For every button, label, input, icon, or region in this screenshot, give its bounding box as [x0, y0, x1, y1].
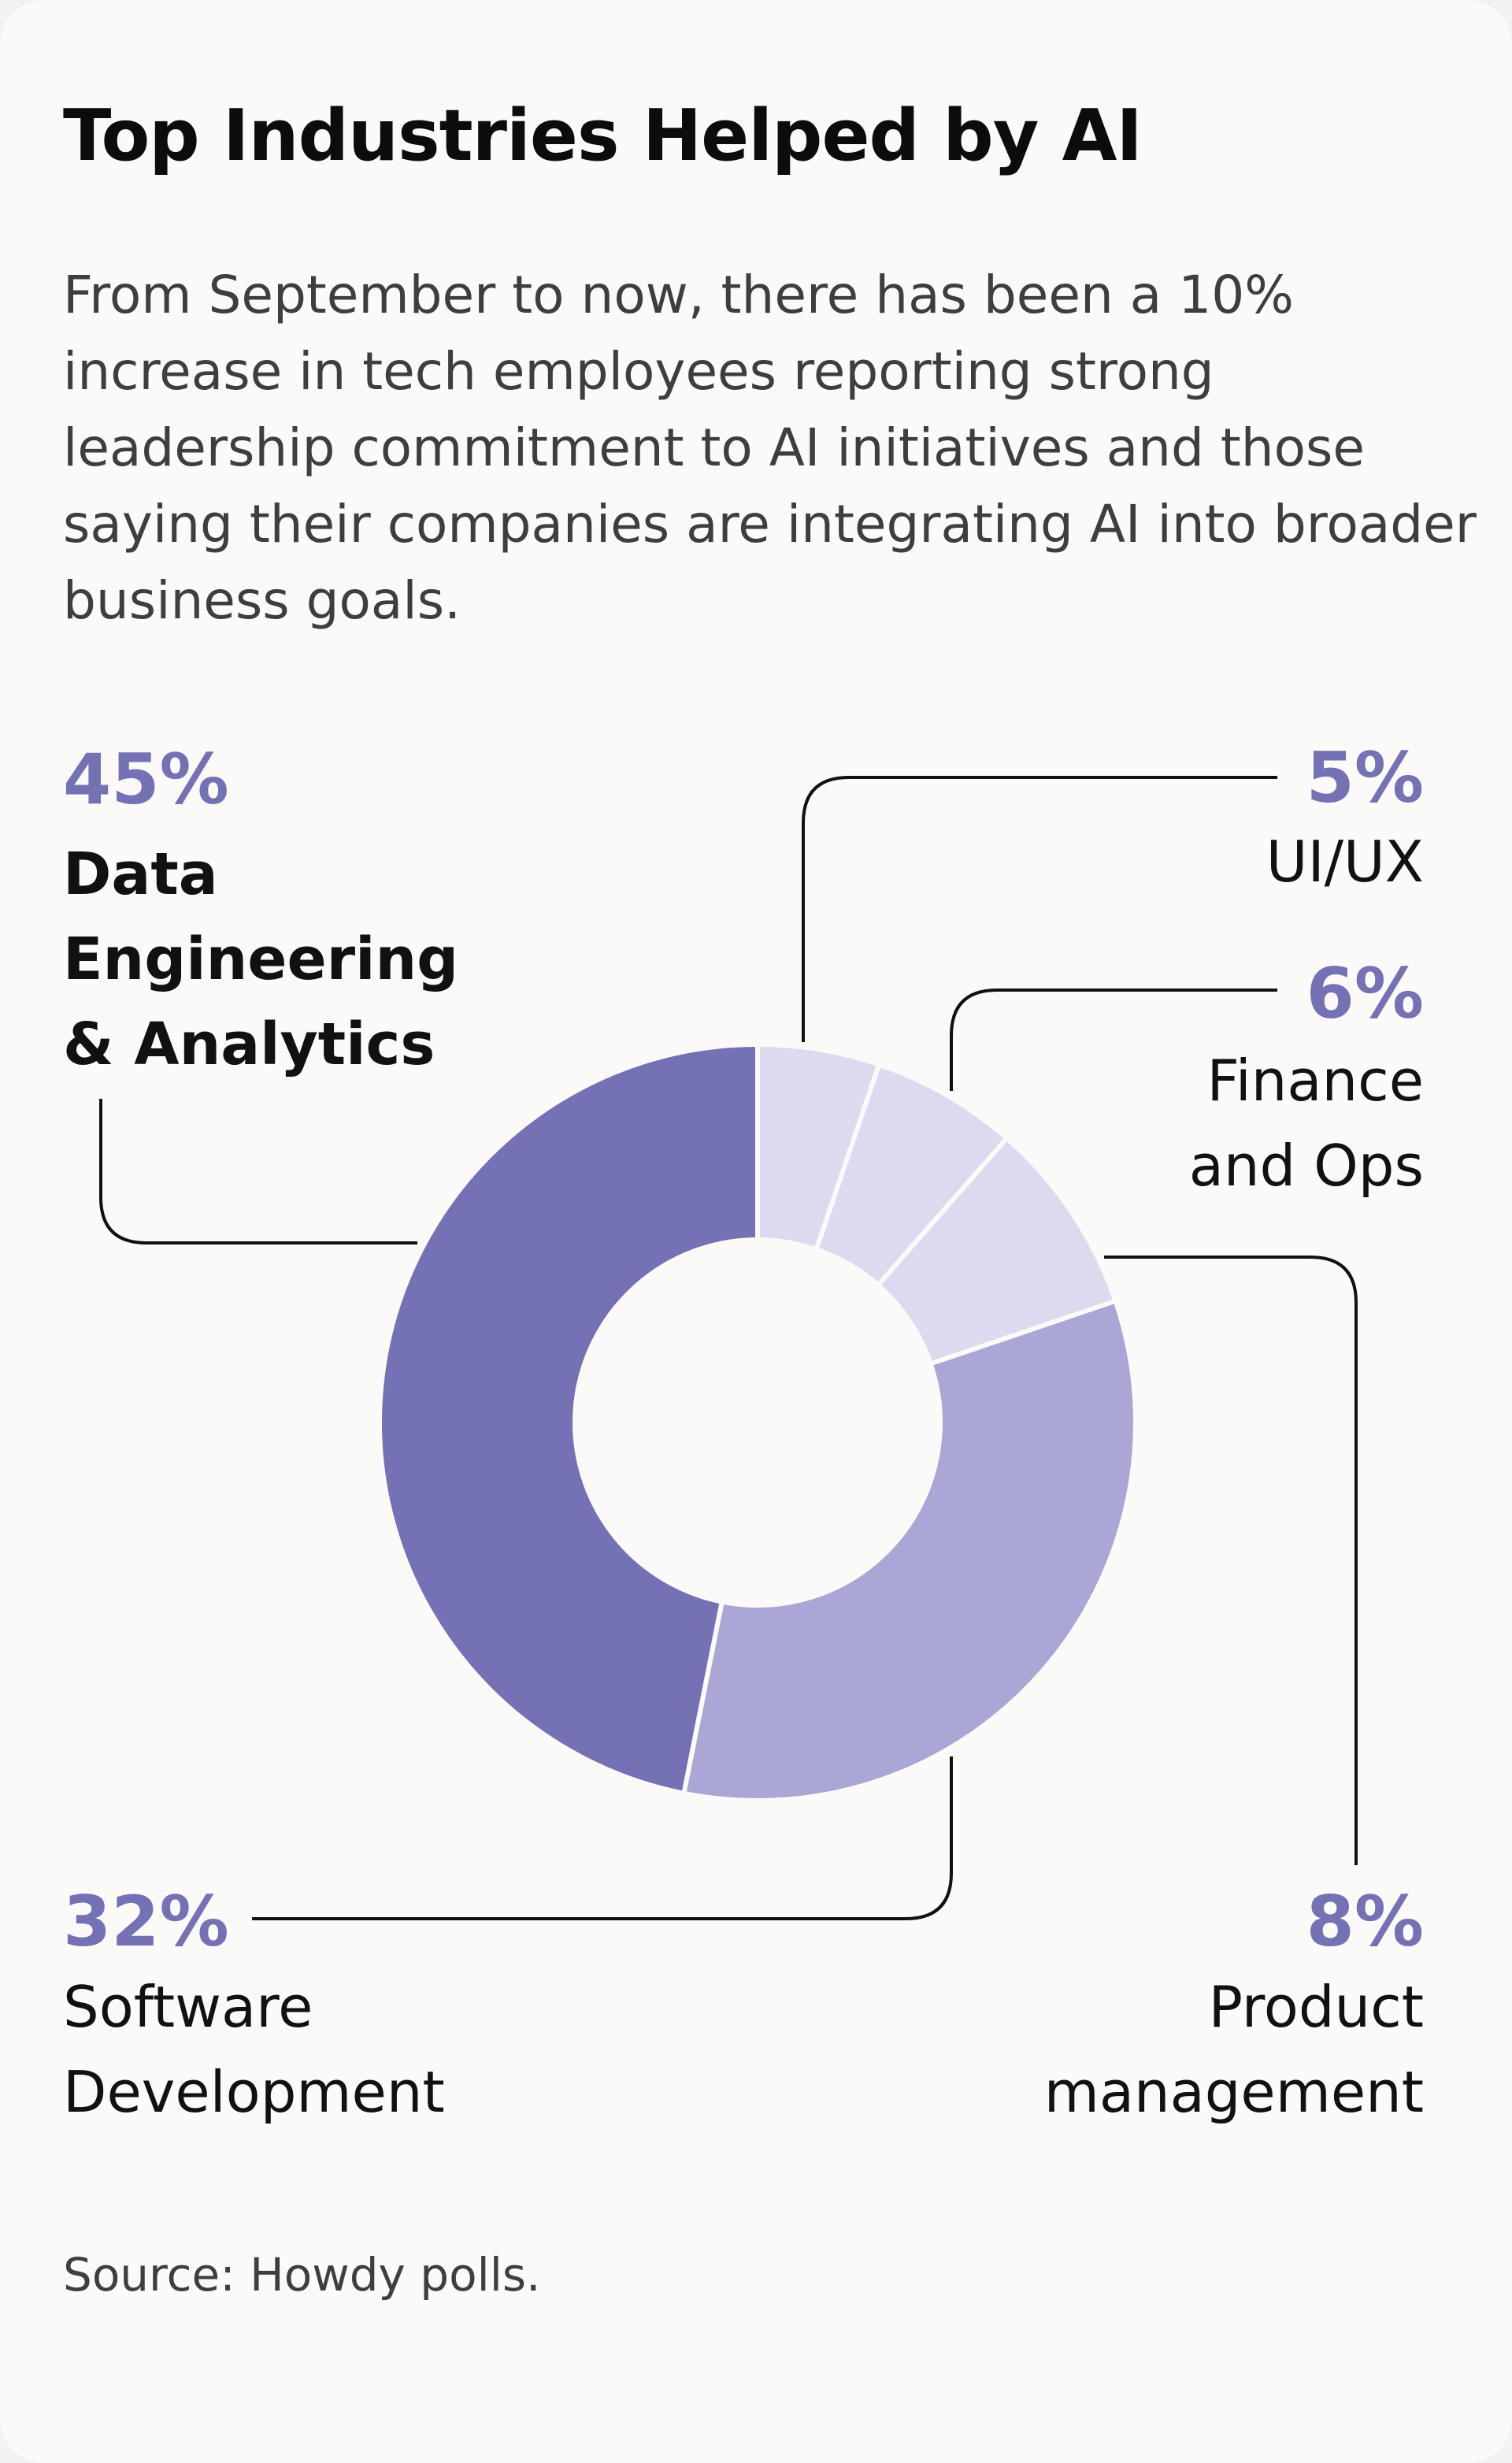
label-line: management — [1043, 2059, 1424, 2125]
label-software: Software Development — [63, 1964, 445, 2135]
label-data-engineering: Data Engineering & Analytics — [63, 832, 458, 1087]
label-line: Product — [1208, 1974, 1424, 2040]
label-ui-ux: UI/UX — [1266, 819, 1424, 904]
donut-slice-data-engineering-analytics — [377, 1041, 760, 1797]
label-line: Engineering — [63, 925, 459, 993]
leader-line-data-engineering — [99, 1099, 417, 1244]
leader-line-product — [1104, 1256, 1358, 1865]
leader-line-ui-ux — [802, 776, 1277, 1042]
label-line: & Analytics — [63, 1011, 435, 1078]
pct-software: 32% — [63, 1881, 229, 1962]
source-note: Source: Howdy polls. — [63, 2248, 541, 2302]
pct-data-engineering: 45% — [63, 739, 229, 820]
donut-slices — [377, 1041, 1138, 1803]
leader-line-software — [252, 1756, 953, 1920]
chart-subtitle: From September to now, there has been a … — [63, 265, 1477, 631]
label-line: UI/UX — [1266, 829, 1424, 895]
label-line: Data — [63, 840, 218, 908]
label-product: Product management — [1044, 1964, 1424, 2135]
pct-ui-ux: 5% — [1306, 737, 1424, 818]
label-line: and Ops — [1188, 1133, 1424, 1199]
label-finance: Finance and Ops — [1189, 1038, 1424, 1208]
pct-finance: 6% — [1306, 953, 1424, 1034]
leader-lines — [99, 776, 1358, 1920]
donut-slice-software-development — [680, 1297, 1138, 1803]
pct-product: 8% — [1306, 1881, 1424, 1962]
leader-line-finance — [950, 989, 1277, 1091]
chart-title: Top Industries Helped by AI — [63, 95, 1143, 177]
label-line: Development — [63, 2059, 445, 2125]
label-line: Software — [63, 1974, 313, 2040]
label-line: Finance — [1206, 1048, 1424, 1114]
